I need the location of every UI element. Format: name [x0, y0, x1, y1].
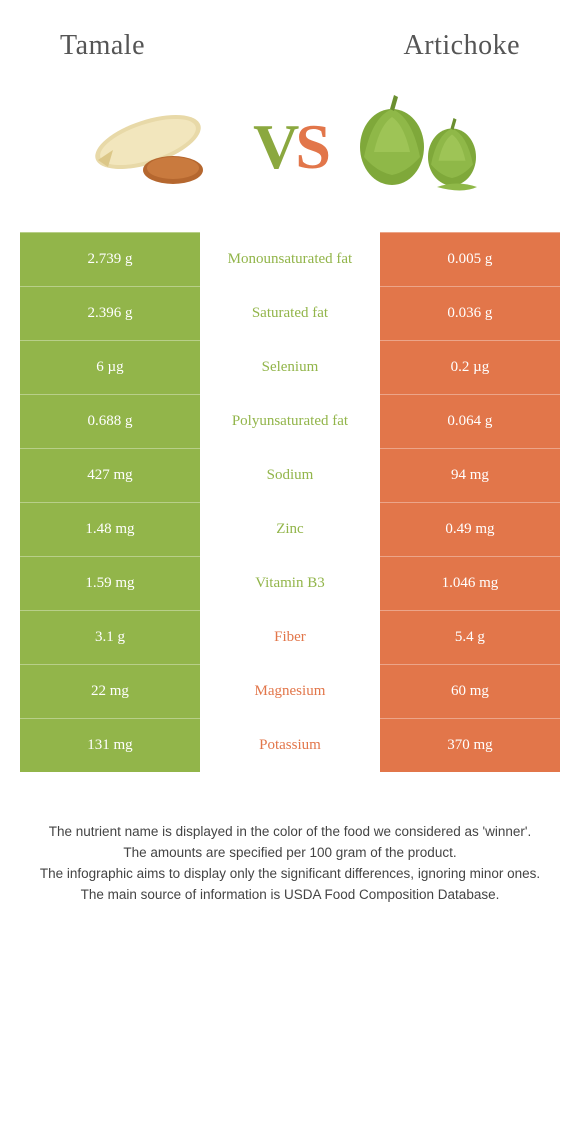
nutrient-name: Monounsaturated fat	[200, 232, 380, 286]
nutrient-table: 2.739 gMonounsaturated fat0.005 g2.396 g…	[20, 232, 560, 772]
nutrient-name: Saturated fat	[200, 286, 380, 340]
header: Tamale Artichoke	[0, 0, 580, 82]
value-left: 2.739 g	[20, 232, 200, 286]
table-row: 2.739 gMonounsaturated fat0.005 g	[20, 232, 560, 286]
food-left-title: Tamale	[60, 30, 145, 62]
value-left: 2.396 g	[20, 286, 200, 340]
table-row: 6 µgSelenium0.2 µg	[20, 340, 560, 394]
nutrient-name: Zinc	[200, 502, 380, 556]
value-left: 0.688 g	[20, 394, 200, 448]
value-left: 427 mg	[20, 448, 200, 502]
table-row: 2.396 gSaturated fat0.036 g	[20, 286, 560, 340]
value-left: 3.1 g	[20, 610, 200, 664]
value-right: 0.036 g	[380, 286, 560, 340]
nutrient-name: Fiber	[200, 610, 380, 664]
footer-line: The infographic aims to display only the…	[30, 864, 550, 885]
footer-line: The nutrient name is displayed in the co…	[30, 822, 550, 843]
nutrient-name: Magnesium	[200, 664, 380, 718]
value-right: 5.4 g	[380, 610, 560, 664]
footer-notes: The nutrient name is displayed in the co…	[0, 772, 580, 926]
table-row: 1.48 mgZinc0.49 mg	[20, 502, 560, 556]
value-left: 1.59 mg	[20, 556, 200, 610]
nutrient-name: Selenium	[200, 340, 380, 394]
vs-label: VS	[253, 110, 327, 184]
value-right: 0.064 g	[380, 394, 560, 448]
table-row: 427 mgSodium94 mg	[20, 448, 560, 502]
table-row: 1.59 mgVitamin B31.046 mg	[20, 556, 560, 610]
value-left: 6 µg	[20, 340, 200, 394]
value-left: 1.48 mg	[20, 502, 200, 556]
table-row: 22 mgMagnesium60 mg	[20, 664, 560, 718]
nutrient-name: Potassium	[200, 718, 380, 772]
value-right: 94 mg	[380, 448, 560, 502]
artichoke-image	[342, 92, 502, 202]
vs-v: V	[253, 111, 295, 182]
value-right: 0.005 g	[380, 232, 560, 286]
table-row: 3.1 gFiber5.4 g	[20, 610, 560, 664]
value-right: 0.49 mg	[380, 502, 560, 556]
value-right: 370 mg	[380, 718, 560, 772]
table-row: 0.688 gPolyunsaturated fat0.064 g	[20, 394, 560, 448]
value-right: 1.046 mg	[380, 556, 560, 610]
vs-s: S	[295, 111, 327, 182]
value-left: 131 mg	[20, 718, 200, 772]
value-right: 0.2 µg	[380, 340, 560, 394]
value-right: 60 mg	[380, 664, 560, 718]
tamale-image	[78, 92, 238, 202]
nutrient-name: Polyunsaturated fat	[200, 394, 380, 448]
value-left: 22 mg	[20, 664, 200, 718]
infographic: Tamale Artichoke VS	[0, 0, 580, 926]
nutrient-name: Sodium	[200, 448, 380, 502]
footer-line: The amounts are specified per 100 gram o…	[30, 843, 550, 864]
footer-line: The main source of information is USDA F…	[30, 885, 550, 906]
nutrient-name: Vitamin B3	[200, 556, 380, 610]
food-right-title: Artichoke	[404, 30, 520, 62]
table-row: 131 mgPotassium370 mg	[20, 718, 560, 772]
vs-row: VS	[0, 82, 580, 232]
